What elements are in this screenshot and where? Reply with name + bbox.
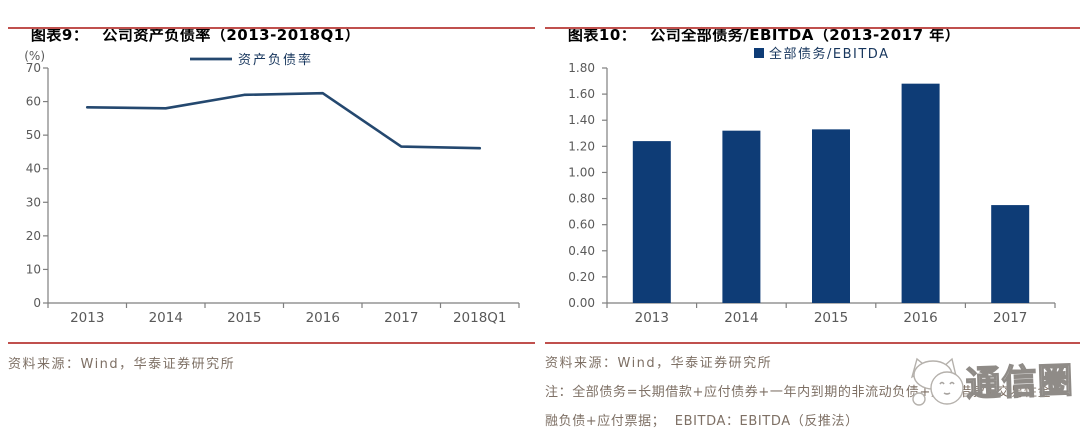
figure9-title-rule bbox=[8, 27, 535, 29]
svg-text:2017: 2017 bbox=[993, 310, 1027, 326]
svg-text:1.00: 1.00 bbox=[568, 165, 595, 179]
svg-text:40: 40 bbox=[26, 162, 41, 176]
chart9-legend: 资产负债率 bbox=[190, 52, 313, 68]
svg-text:50: 50 bbox=[26, 128, 41, 142]
figure10-heading: 公司全部债务/EBITDA（2013-2017 年） bbox=[650, 26, 961, 44]
watermark-text: 通信圈 bbox=[965, 361, 1074, 405]
svg-text:2014: 2014 bbox=[724, 310, 758, 326]
svg-text:2015: 2015 bbox=[227, 310, 261, 326]
svg-text:0.20: 0.20 bbox=[568, 270, 595, 284]
chart10-legend: 全部债务/EBITDA bbox=[754, 46, 889, 62]
svg-text:0.60: 0.60 bbox=[568, 218, 595, 232]
svg-text:10: 10 bbox=[26, 262, 41, 276]
figure10-title: 图表10： 公司全部债务/EBITDA（2013-2017 年） bbox=[545, 6, 960, 63]
svg-text:20: 20 bbox=[26, 229, 41, 243]
figure10-title-rule bbox=[545, 27, 1080, 29]
figure10-source: 资料来源：Wind，华泰证券研究所 bbox=[545, 356, 773, 371]
figure10-bottom-rule bbox=[545, 342, 1080, 344]
svg-text:2018Q1: 2018Q1 bbox=[453, 310, 507, 326]
svg-text:1.80: 1.80 bbox=[568, 61, 595, 75]
svg-text:2016: 2016 bbox=[903, 310, 937, 326]
svg-text:0.80: 0.80 bbox=[568, 192, 595, 206]
svg-text:0.40: 0.40 bbox=[568, 244, 595, 258]
chart9-axes bbox=[43, 67, 520, 308]
liability-ratio-line-chart: 0 10 20 30 40 50 60 70 2013 2014 2015 2016 2017 2018Q… bbox=[24, 49, 520, 326]
svg-text:2015: 2015 bbox=[814, 310, 848, 326]
chart10-tick-labels: 0.00 0.20 0.40 0.60 0.80 1.00 1.20 1.40 1.60 1.80… bbox=[568, 61, 1027, 326]
figure10-note-line2: 融负债+应付票据； EBITDA：EBITDA（反推法） bbox=[545, 414, 859, 429]
figure10-label: 图表10： bbox=[567, 26, 637, 44]
svg-text:1.40: 1.40 bbox=[568, 113, 595, 127]
svg-text:70: 70 bbox=[26, 61, 41, 75]
cat-face-features bbox=[939, 381, 955, 395]
figure9-label: 图表9： bbox=[30, 26, 89, 44]
svg-text:全部债务/EBITDA: 全部债务/EBITDA bbox=[769, 46, 889, 62]
figure9-source: 资料来源：Wind，华泰证券研究所 bbox=[8, 357, 236, 372]
debt-ebitda-bar-chart: 0.00 0.20 0.40 0.60 0.80 1.00 1.20 1.40 1.60 1.80… bbox=[568, 46, 1056, 326]
svg-text:60: 60 bbox=[26, 95, 41, 109]
debt-ebitda-bars bbox=[632, 83, 1030, 303]
figure9-title: 图表9： 公司资产负债率（2013-2018Q1） bbox=[8, 6, 360, 63]
cat-face-logo bbox=[910, 357, 964, 406]
chart9-tick-labels: 0 10 20 30 40 50 60 70 2013 2014 2015 2016 2017 2018Q… bbox=[24, 49, 506, 326]
watermark-tongxinquan: 通信圈 bbox=[910, 357, 1075, 406]
svg-text:1.20: 1.20 bbox=[568, 139, 595, 153]
svg-text:0.00: 0.00 bbox=[568, 296, 595, 310]
svg-text:1.60: 1.60 bbox=[568, 87, 595, 101]
svg-text:资产负债率: 资产负债率 bbox=[238, 52, 313, 68]
svg-text:2017: 2017 bbox=[384, 310, 418, 326]
svg-text:2013: 2013 bbox=[635, 310, 669, 326]
svg-text:2014: 2014 bbox=[149, 310, 183, 326]
figure9-heading: 公司资产负债率（2013-2018Q1） bbox=[102, 26, 361, 44]
svg-text:2013: 2013 bbox=[70, 310, 104, 326]
svg-text:(%): (%) bbox=[24, 49, 45, 63]
svg-text:2016: 2016 bbox=[306, 310, 340, 326]
liability-ratio-line bbox=[85, 91, 482, 150]
svg-text:30: 30 bbox=[26, 195, 41, 209]
svg-text:0: 0 bbox=[33, 296, 41, 310]
figure9-bottom-rule bbox=[8, 342, 535, 344]
